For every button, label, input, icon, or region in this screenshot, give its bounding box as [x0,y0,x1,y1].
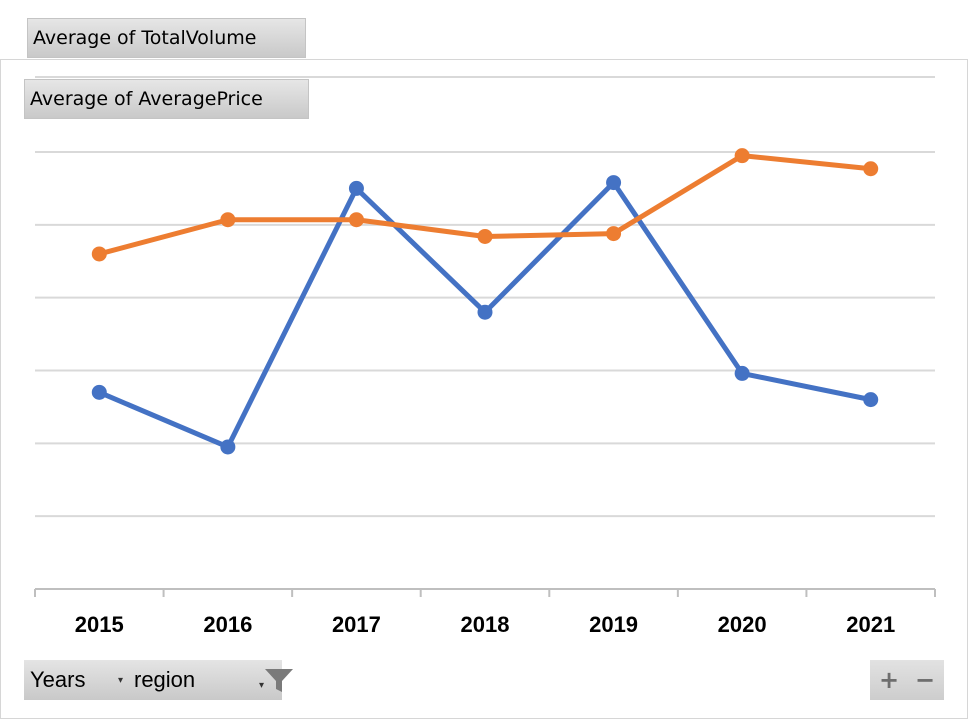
zoom-out-button[interactable]: − [914,666,936,694]
data-point [863,392,879,408]
zoom-in-button[interactable]: + [878,666,900,694]
data-point [734,365,750,381]
data-point [863,161,879,177]
data-point [477,228,493,244]
data-point [477,304,493,320]
axis-field-bar: Years ▾ region ▾ [24,660,293,700]
field-label-total-volume: Average of TotalVolume [33,27,257,49]
x-tick-label: 2020 [718,612,767,637]
axis-field-years[interactable]: Years [30,667,86,692]
data-point [91,384,107,400]
axis-field-region[interactable]: region [134,667,196,692]
data-point [91,246,107,262]
data-point [606,226,622,242]
field-button-total-volume[interactable]: Average of TotalVolume [27,18,306,58]
x-tick-label: 2015 [75,612,124,637]
filter-icon[interactable] [264,667,294,693]
zoom-controls: + − [870,660,944,700]
data-point [348,180,364,196]
field-label-average-price: Average of AveragePrice [30,88,263,110]
x-tick-label: 2017 [332,612,381,637]
field-button-average-price[interactable]: Average of AveragePrice [24,79,309,119]
x-tick-label: 2021 [846,612,895,637]
x-tick-label: 2016 [203,612,252,637]
region-dropdown-icon[interactable]: ▾ [259,680,265,691]
data-point [220,212,236,228]
data-point [220,439,236,455]
chart-area [0,59,968,719]
years-dropdown-icon[interactable]: ▾ [118,675,124,686]
x-tick-label: 2019 [589,612,638,637]
data-point [606,175,622,191]
x-tick-label: 2018 [461,612,510,637]
data-point [348,212,364,228]
data-point [734,148,750,164]
